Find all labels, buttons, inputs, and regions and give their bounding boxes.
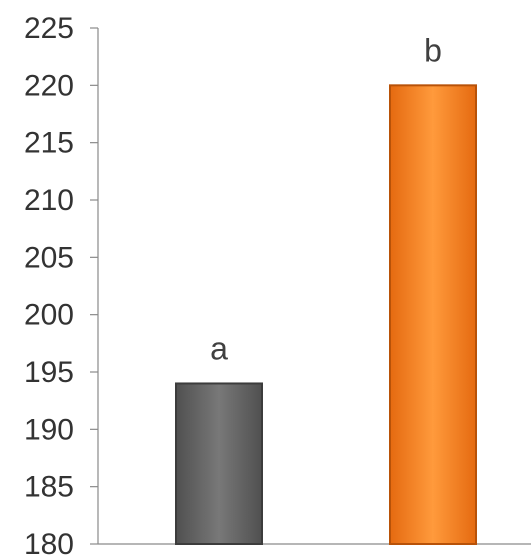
y-tick-label: 210 <box>24 184 74 217</box>
bar-a <box>175 382 263 546</box>
bars: ab <box>175 32 477 546</box>
bar-annotation-b: b <box>424 32 442 68</box>
y-tick-label: 190 <box>24 413 74 446</box>
bar-b <box>389 84 477 545</box>
y-tick-label: 185 <box>24 471 74 504</box>
y-tick-label: 200 <box>24 299 74 332</box>
y-tick-label: 215 <box>24 127 74 160</box>
y-tick-label: 225 <box>24 12 74 45</box>
bar-annotation-a: a <box>210 330 228 366</box>
y-tick-label: 195 <box>24 356 74 389</box>
y-ticks: 180 185 190 195 200 205 210 215 220 225 <box>24 12 98 558</box>
y-tick-label: 205 <box>24 241 74 274</box>
y-tick-label: 220 <box>24 69 74 102</box>
y-tick-label: 180 <box>24 528 74 558</box>
